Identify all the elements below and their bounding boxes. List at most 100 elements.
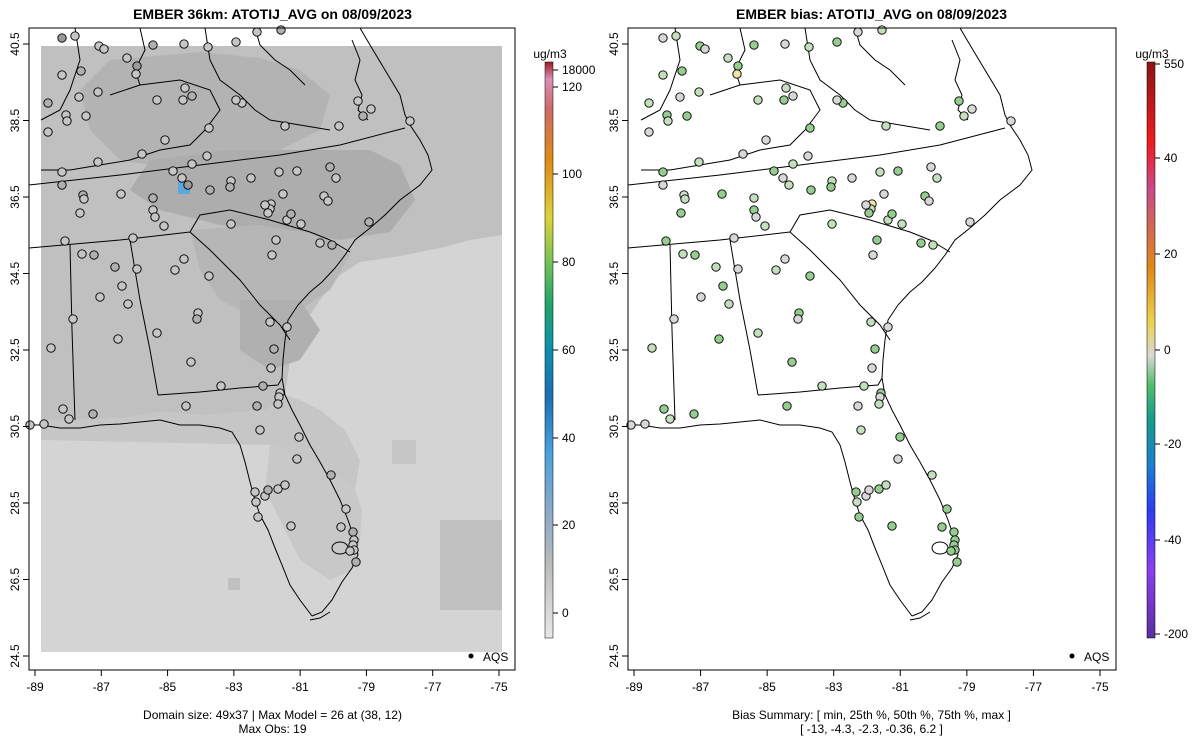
- bias-site-marker: [658, 180, 668, 190]
- x-tick-label: -87: [93, 680, 111, 694]
- bias-site-marker: [678, 249, 688, 259]
- observation-site-marker: [286, 209, 296, 219]
- observation-site-marker: [160, 135, 170, 145]
- bias-site-marker: [928, 240, 938, 250]
- bias-site-marker: [954, 96, 964, 106]
- bias-site-marker: [640, 419, 650, 429]
- y-tick-label: 28.5: [8, 491, 22, 515]
- left-map-boundaries: [29, 28, 433, 621]
- colorbar-tick-label: 18000: [562, 63, 596, 77]
- x-tick-label: -89: [625, 680, 643, 694]
- bias-site-marker: [881, 121, 891, 131]
- y-tick-label: 30.5: [8, 414, 22, 438]
- bias-site-marker: [680, 194, 690, 204]
- observation-site-marker: [315, 238, 325, 248]
- right-map-title: EMBER bias: ATOTIJ_AVG on 08/09/2023: [735, 6, 1008, 22]
- observation-site-marker: [366, 104, 376, 114]
- observation-site-marker: [179, 39, 189, 49]
- x-tick-label: -75: [1091, 680, 1109, 694]
- observation-site-marker: [117, 281, 127, 291]
- observation-site-marker: [273, 399, 283, 409]
- observation-site-marker: [341, 504, 351, 514]
- observation-site-marker: [43, 98, 53, 108]
- observation-site-marker: [263, 485, 273, 495]
- observation-site-marker: [203, 42, 213, 52]
- bias-site-marker: [877, 25, 887, 35]
- x-tick-label: -85: [159, 680, 177, 694]
- observation-site-marker: [325, 162, 335, 172]
- observation-site-marker: [152, 328, 162, 338]
- observation-site-marker: [226, 219, 236, 229]
- right-colorbar: ug/m3 550 40 20 0 -20 -40 -200: [1135, 47, 1188, 641]
- observation-site-marker: [79, 194, 89, 204]
- observation-site-marker: [334, 121, 344, 131]
- bias-site-marker: [859, 381, 869, 391]
- bias-site-marker: [780, 254, 790, 264]
- bias-site-marker: [804, 42, 814, 52]
- bias-site-marker: [827, 219, 837, 229]
- bias-site-marker: [793, 314, 803, 324]
- bias-site-marker: [874, 484, 884, 494]
- bias-site-marker: [952, 557, 962, 567]
- bias-site-marker: [749, 40, 759, 50]
- bias-site-marker: [733, 61, 743, 71]
- observation-site-marker: [122, 53, 132, 63]
- observation-site-marker: [25, 420, 35, 430]
- bias-site-marker: [682, 111, 692, 121]
- x-tick-label: -79: [958, 680, 976, 694]
- bias-site-marker: [854, 512, 864, 522]
- observation-site-marker: [116, 189, 126, 199]
- observation-site-marker: [326, 470, 336, 480]
- observation-site-marker: [187, 91, 197, 101]
- bias-site-marker: [647, 343, 657, 353]
- bias-site-marker: [661, 236, 671, 246]
- observation-site-marker: [216, 381, 226, 391]
- bias-site-marker: [689, 409, 699, 419]
- right-x-axis: -89 -87 -85 -83 -81 -79 -77 -75: [625, 670, 1109, 694]
- observation-site-marker: [405, 116, 415, 126]
- bias-site-marker: [851, 487, 861, 497]
- bias-site-marker: [696, 292, 706, 302]
- bias-site-marker: [694, 157, 704, 167]
- observation-site-marker: [286, 521, 296, 531]
- y-tick-label: 24.5: [607, 644, 621, 668]
- bias-site-marker: [732, 69, 742, 79]
- bias-site-marker: [658, 33, 668, 43]
- bias-site-marker: [881, 480, 891, 490]
- observation-site-marker: [57, 167, 67, 177]
- colorbar-tick-label: -200: [1164, 627, 1188, 641]
- y-tick-label: 24.5: [8, 644, 22, 668]
- x-tick-label: -81: [291, 680, 309, 694]
- colorbar-tick-label: 120: [562, 80, 582, 94]
- bias-site-marker: [663, 116, 673, 126]
- bias-site-marker: [714, 334, 724, 344]
- observation-site-marker: [267, 250, 277, 260]
- bias-site-marker: [864, 485, 874, 495]
- observation-site-marker: [70, 31, 80, 41]
- colorbar-tick-label: 20: [562, 518, 576, 532]
- bias-site-marker: [893, 454, 903, 464]
- bias-site-marker: [788, 159, 798, 169]
- bias-site-marker: [926, 162, 936, 172]
- left-max-obs: Max Obs: 19: [238, 722, 307, 736]
- observation-site-marker: [88, 409, 98, 419]
- observation-site-marker: [331, 173, 341, 183]
- observation-site-marker: [180, 83, 190, 93]
- observation-site-marker: [168, 166, 178, 176]
- observation-site-marker: [260, 200, 270, 210]
- x-tick-label: -85: [758, 680, 776, 694]
- observation-site-marker: [280, 480, 290, 490]
- observation-site-marker: [278, 189, 288, 199]
- observation-site-marker: [250, 487, 260, 497]
- bias-site-marker: [751, 212, 761, 222]
- bias-site-marker: [853, 401, 863, 411]
- colorbar-tick-label: 0: [562, 606, 569, 620]
- observation-site-marker: [89, 250, 99, 260]
- observation-site-marker: [364, 217, 374, 227]
- observation-site-marker: [46, 343, 56, 353]
- left-map-frame: [28, 27, 516, 671]
- observation-site-marker: [351, 557, 361, 567]
- observation-site-marker: [269, 344, 279, 354]
- bias-site-marker: [787, 357, 797, 367]
- bias-site-marker: [967, 104, 977, 114]
